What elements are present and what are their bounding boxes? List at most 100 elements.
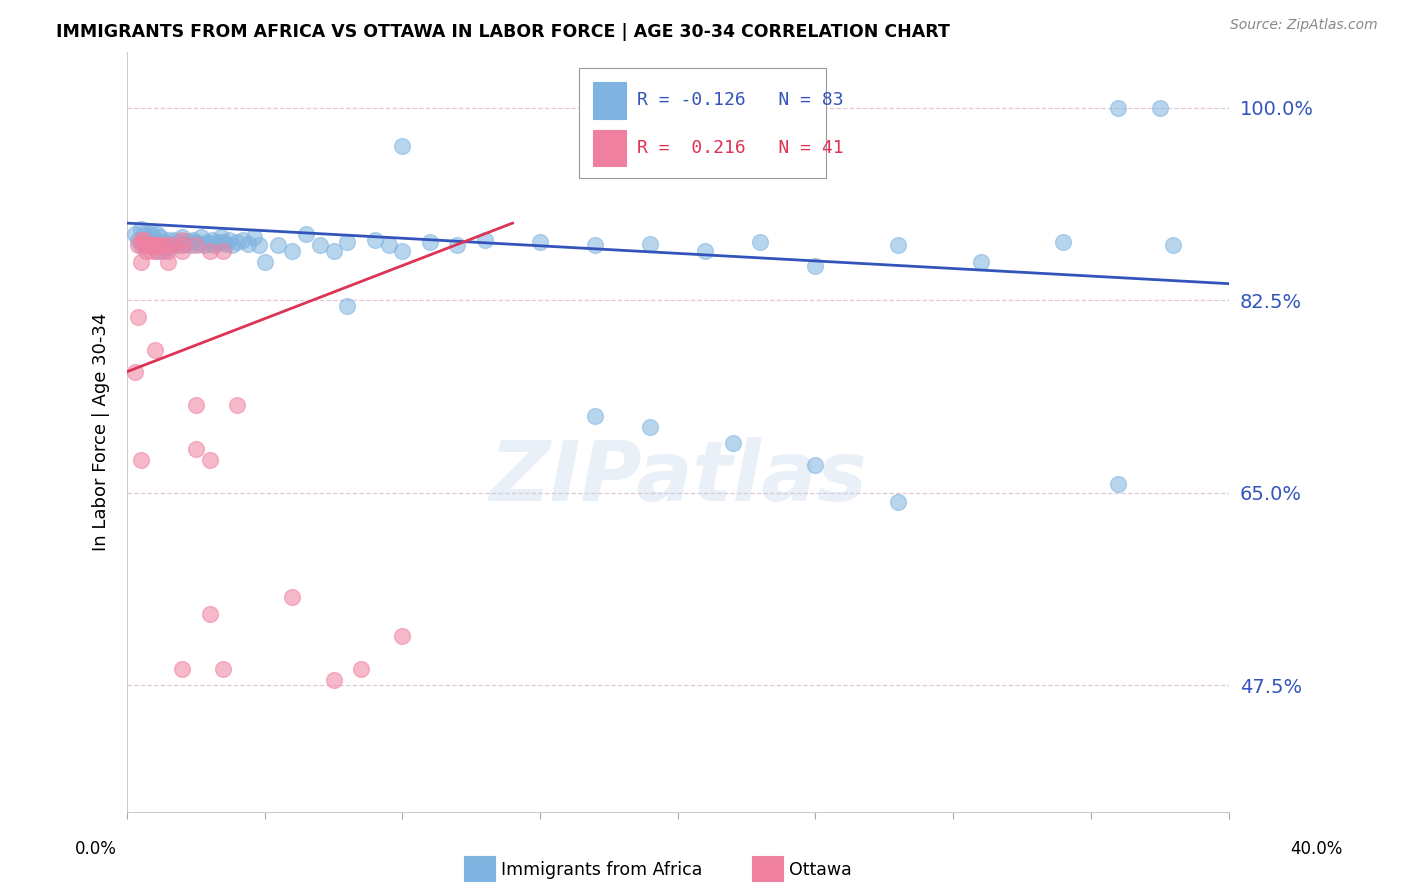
- Point: [322, 244, 344, 258]
- Point: [170, 233, 193, 247]
- Point: [157, 244, 180, 258]
- Point: [135, 233, 157, 247]
- Point: [124, 365, 146, 379]
- Point: [149, 238, 172, 252]
- Point: [195, 235, 218, 249]
- Point: [157, 233, 180, 247]
- Point: [247, 238, 270, 252]
- Text: IMMIGRANTS FROM AFRICA VS OTTAWA IN LABOR FORCE | AGE 30-34 CORRELATION CHART: IMMIGRANTS FROM AFRICA VS OTTAWA IN LABO…: [56, 23, 950, 41]
- Point: [198, 244, 221, 258]
- Point: [377, 238, 399, 252]
- Point: [146, 244, 169, 258]
- Y-axis label: In Labor Force | Age 30-34: In Labor Force | Age 30-34: [93, 313, 110, 551]
- Point: [146, 244, 169, 258]
- Point: [127, 310, 149, 324]
- Point: [149, 230, 172, 244]
- Point: [138, 238, 160, 252]
- Text: Source: ZipAtlas.com: Source: ZipAtlas.com: [1230, 18, 1378, 32]
- Point: [143, 233, 166, 247]
- Point: [226, 235, 249, 249]
- Point: [215, 237, 238, 252]
- Point: [146, 227, 169, 241]
- Point: [198, 237, 221, 252]
- Point: [141, 238, 163, 252]
- Point: [1107, 477, 1129, 491]
- Point: [138, 238, 160, 252]
- Point: [295, 227, 318, 241]
- Point: [212, 244, 235, 258]
- Point: [173, 237, 195, 252]
- Point: [187, 237, 209, 252]
- Point: [529, 235, 551, 249]
- Point: [143, 238, 166, 252]
- Point: [149, 238, 172, 252]
- Point: [391, 629, 413, 643]
- Point: [391, 139, 413, 153]
- Point: [163, 233, 186, 247]
- Point: [970, 254, 993, 268]
- Point: [638, 419, 661, 434]
- Point: [350, 662, 373, 676]
- Point: [198, 452, 221, 467]
- Point: [226, 398, 249, 412]
- Point: [135, 244, 157, 258]
- Point: [129, 254, 152, 268]
- Point: [583, 409, 606, 423]
- Point: [184, 442, 207, 456]
- Point: [152, 235, 174, 249]
- Point: [221, 238, 243, 252]
- Point: [169, 235, 191, 249]
- Text: 0.0%: 0.0%: [75, 840, 117, 858]
- Point: [127, 233, 149, 247]
- Point: [204, 238, 226, 252]
- Point: [129, 233, 152, 247]
- Text: R =  0.216   N = 41: R = 0.216 N = 41: [637, 139, 844, 157]
- FancyBboxPatch shape: [579, 68, 827, 178]
- Point: [152, 244, 174, 258]
- Point: [1163, 238, 1185, 252]
- Point: [1107, 101, 1129, 115]
- Point: [212, 235, 235, 249]
- FancyBboxPatch shape: [593, 82, 626, 119]
- Point: [391, 244, 413, 258]
- Point: [129, 452, 152, 467]
- Point: [166, 238, 188, 252]
- Point: [176, 234, 198, 248]
- FancyBboxPatch shape: [593, 130, 626, 167]
- Point: [308, 238, 330, 252]
- Point: [207, 235, 229, 249]
- Point: [143, 238, 166, 252]
- Point: [135, 238, 157, 252]
- Point: [135, 238, 157, 252]
- Point: [184, 398, 207, 412]
- Point: [721, 436, 744, 450]
- Point: [149, 238, 172, 252]
- Point: [583, 238, 606, 252]
- Point: [238, 237, 260, 252]
- Text: Ottawa: Ottawa: [789, 861, 852, 879]
- Point: [141, 244, 163, 258]
- Text: R = -0.126   N = 83: R = -0.126 N = 83: [637, 91, 844, 109]
- Point: [212, 662, 235, 676]
- Point: [887, 238, 910, 252]
- Point: [138, 227, 160, 241]
- Point: [155, 238, 177, 252]
- Point: [336, 235, 359, 249]
- Point: [267, 238, 290, 252]
- Point: [193, 238, 215, 252]
- Point: [190, 230, 212, 244]
- Point: [132, 233, 155, 247]
- Point: [157, 241, 180, 255]
- Point: [124, 227, 146, 241]
- Point: [127, 238, 149, 252]
- Text: 40.0%: 40.0%: [1289, 840, 1343, 858]
- Point: [804, 259, 827, 273]
- Point: [129, 238, 152, 252]
- Point: [419, 235, 441, 249]
- Point: [201, 233, 224, 247]
- Point: [170, 238, 193, 252]
- Point: [141, 227, 163, 241]
- Point: [170, 662, 193, 676]
- Point: [322, 673, 344, 687]
- Point: [749, 235, 772, 249]
